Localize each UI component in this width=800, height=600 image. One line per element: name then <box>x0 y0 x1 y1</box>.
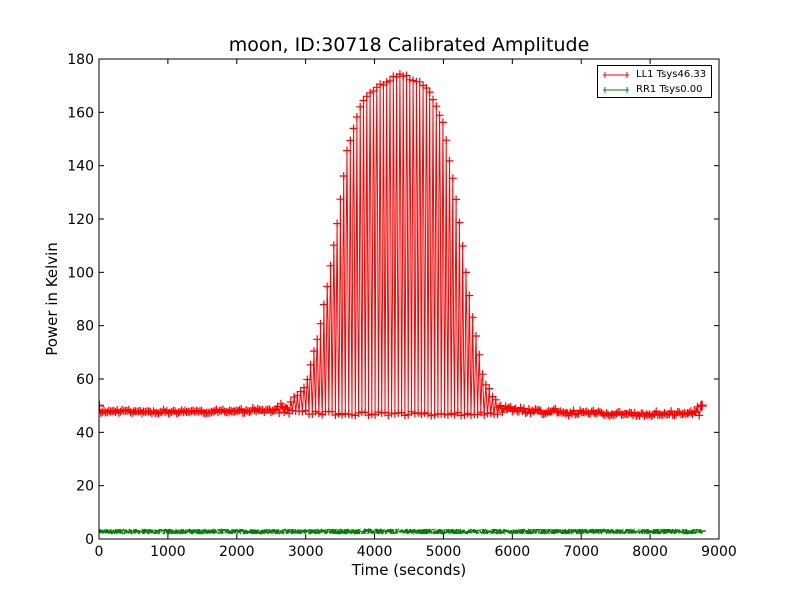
y-tick-label: 120 <box>67 212 94 228</box>
legend-label-ll1: LL1 Tsys46.33 <box>636 69 707 80</box>
x-tick-label: 7000 <box>563 544 599 560</box>
y-tick-label: 20 <box>76 479 94 495</box>
legend-entry-rr1: RR1 Tsys0.00 <box>602 83 712 97</box>
legend-entry-ll1: LL1 Tsys46.33 <box>602 68 712 82</box>
series-ll1 <box>99 70 707 420</box>
x-tick-label: 1000 <box>150 544 186 560</box>
y-tick-label: 100 <box>67 265 94 281</box>
series-rr1 <box>99 528 706 535</box>
series-ll1-start-marker <box>99 400 104 411</box>
y-tick-label: 60 <box>76 372 94 388</box>
plot-area-frame <box>98 58 720 540</box>
series-ll1-markers <box>99 70 705 420</box>
series-ll1-line <box>99 74 702 418</box>
series-rr1-line <box>99 528 703 535</box>
y-tick-label: 0 <box>85 532 94 548</box>
series-layer <box>99 70 707 535</box>
x-tick-label: 8000 <box>632 544 668 560</box>
x-tick-label: 5000 <box>426 544 462 560</box>
legend-swatch-ll1 <box>603 72 629 78</box>
x-tick-label: 2000 <box>219 544 255 560</box>
x-tick-label: 0 <box>95 544 104 560</box>
y-tick-label: 80 <box>76 319 94 335</box>
chart-title: moon, ID:30718 Calibrated Amplitude <box>228 34 590 56</box>
y-tick-label: 140 <box>67 159 94 175</box>
x-axis-label: Time (seconds) <box>351 561 467 579</box>
x-tick-label: 3000 <box>288 544 324 560</box>
legend-label-rr1: RR1 Tsys0.00 <box>636 84 703 95</box>
axis-ticks: 0 1000 2000 3000 4000 5000 6000 7000 8000 9000 0 20… <box>67 52 737 560</box>
y-tick-label: 180 <box>67 52 94 68</box>
y-tick-label: 40 <box>76 425 94 441</box>
y-tick-label: 160 <box>67 105 94 121</box>
y-axis-label: Power in Kelvin <box>43 242 61 356</box>
x-tick-label: 6000 <box>495 544 531 560</box>
series-ll1-end-marker <box>696 400 707 411</box>
legend: LL1 Tsys46.33 RR1 Tsys0.00 <box>597 65 712 98</box>
x-tick-label: 4000 <box>357 544 393 560</box>
legend-swatch-rr1 <box>603 87 629 93</box>
x-tick-label: 9000 <box>701 544 737 560</box>
